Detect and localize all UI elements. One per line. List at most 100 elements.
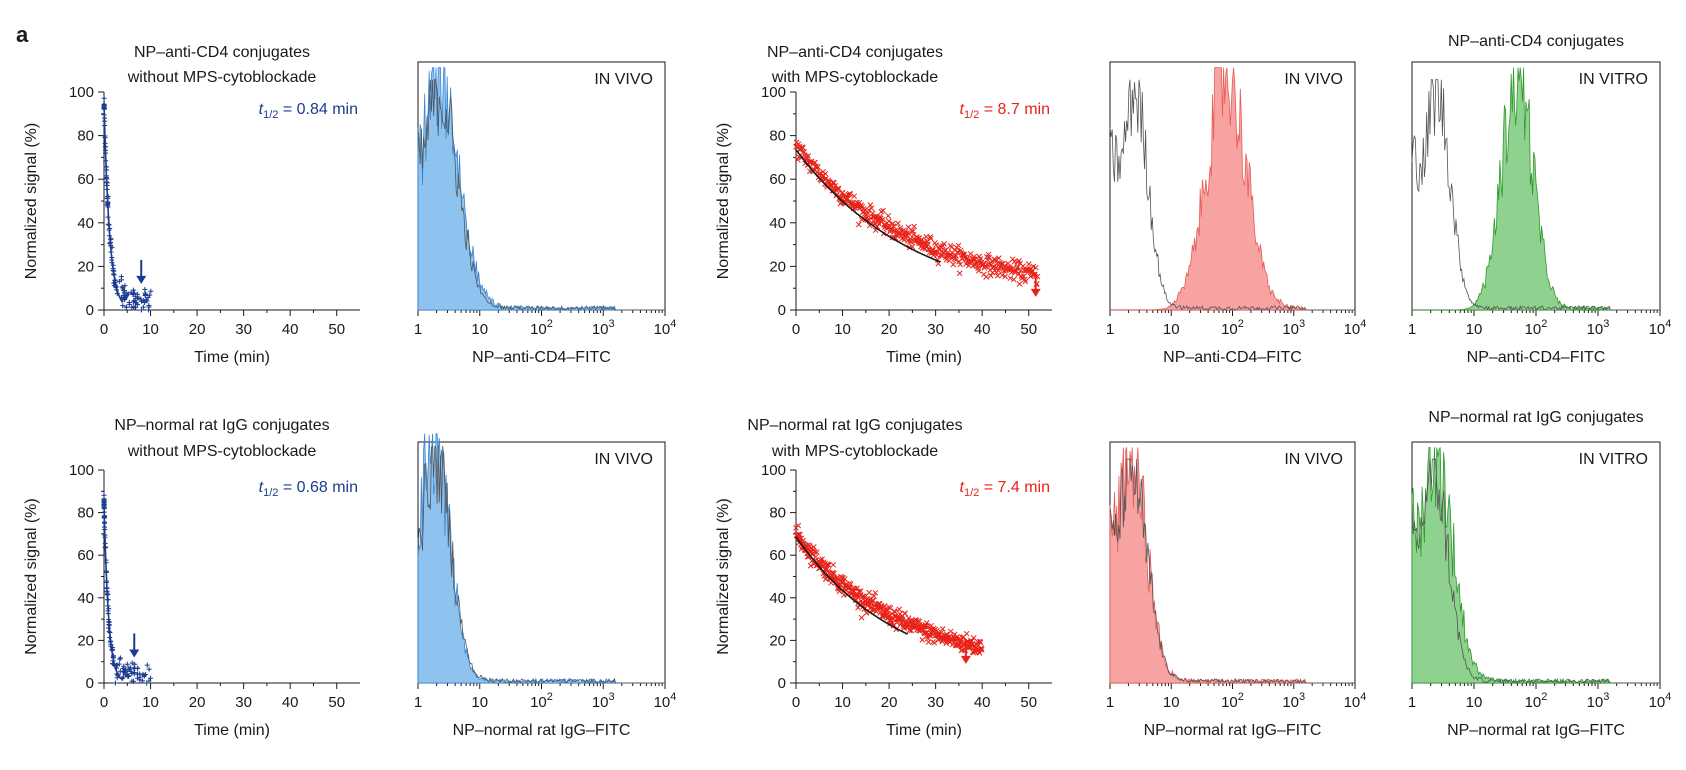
control-histogram — [1411, 458, 1660, 685]
x-tick-label: 104 — [1649, 318, 1672, 338]
data-point — [956, 270, 963, 277]
data-point — [953, 252, 960, 259]
control-histogram — [417, 445, 665, 684]
chart-r2c4: IN VIVO 1 10 102 103 104 NP–normal rat IgG–FIT… — [1106, 441, 1367, 739]
chart-r1c3: NP–anti-CD4 conjugates with MPS-cytoblock… — [715, 44, 1052, 366]
data-point — [986, 254, 992, 261]
data-point — [118, 274, 124, 280]
data-point — [806, 553, 812, 560]
x-tick-label: 104 — [1344, 691, 1367, 711]
x-tick-label: 50 — [1020, 321, 1037, 338]
data-point — [888, 226, 895, 233]
y-tick-label: 100 — [69, 462, 94, 479]
x-axis-label: NP–normal rat IgG–FITC — [1144, 722, 1322, 739]
y-tick-label: 60 — [769, 171, 786, 188]
data-point — [117, 668, 123, 674]
data-point — [855, 604, 861, 611]
y-tick-label: 80 — [77, 505, 94, 522]
half-life-annotation: t1/2 = 0.84 min — [259, 101, 358, 121]
data-point — [1002, 273, 1009, 280]
sample-histogram — [1411, 447, 1660, 685]
condition-label: IN VITRO — [1579, 71, 1648, 88]
chart-title: with MPS-cytoblockade — [771, 443, 938, 460]
data-points — [101, 95, 154, 313]
y-tick-label: 20 — [769, 632, 786, 649]
data-point — [977, 255, 984, 262]
x-tick-label: 30 — [927, 321, 944, 338]
chart-title: NP–normal rat IgG conjugates — [1428, 409, 1643, 426]
data-point — [119, 284, 125, 290]
data-point — [134, 291, 140, 297]
data-point — [1009, 256, 1016, 263]
y-tick-label: 20 — [77, 258, 94, 275]
x-axis-label: NP–normal rat IgG–FITC — [453, 722, 631, 739]
data-point — [813, 163, 820, 170]
data-point — [148, 288, 154, 294]
x-tick-label: 40 — [974, 321, 991, 338]
data-point — [987, 272, 994, 279]
x-tick-label: 0 — [792, 321, 800, 338]
y-axis-label: Normalized signal (%) — [23, 123, 40, 280]
x-tick-label: 20 — [189, 321, 206, 338]
data-point — [939, 626, 946, 632]
condition-label: IN VIVO — [1284, 71, 1343, 88]
data-point — [138, 307, 144, 313]
y-tick-label: 0 — [778, 302, 786, 319]
data-point — [895, 220, 901, 227]
data-point — [902, 229, 909, 235]
x-tick-label: 50 — [328, 321, 345, 338]
x-tick-label: 104 — [1344, 318, 1367, 338]
data-point — [831, 179, 837, 186]
x-axis-label: NP–anti-CD4–FITC — [1163, 349, 1302, 366]
x-tick-label: 1 — [1408, 694, 1416, 711]
x-tick-label: 103 — [592, 318, 615, 338]
x-tick-label: 20 — [881, 321, 898, 338]
condition-label: IN VIVO — [1284, 451, 1343, 468]
y-tick-label: 40 — [77, 590, 94, 607]
data-point — [121, 663, 127, 669]
data-point — [805, 153, 811, 159]
x-tick-label: 10 — [834, 321, 851, 338]
x-axis-label: NP–anti-CD4–FITC — [472, 349, 611, 366]
data-point — [822, 170, 829, 177]
x-tick-label: 102 — [530, 318, 553, 338]
data-point — [884, 607, 891, 614]
data-point — [977, 646, 984, 653]
data-point — [101, 492, 107, 498]
data-point — [841, 576, 848, 582]
y-tick-label: 20 — [769, 258, 786, 275]
data-point — [941, 240, 947, 247]
data-point — [868, 604, 875, 611]
data-point — [146, 666, 152, 672]
data-point — [129, 678, 135, 684]
y-tick-label: 80 — [769, 505, 786, 522]
data-point — [975, 267, 982, 274]
x-tick-label: 40 — [974, 694, 991, 711]
data-point — [137, 674, 143, 680]
plots: NP–anti-CD4 conjugates without MPS-cytobl… — [23, 33, 1671, 739]
data-point — [856, 199, 863, 206]
data-point — [925, 639, 932, 646]
data-point — [878, 208, 885, 215]
data-point — [816, 170, 823, 176]
chart-title: NP–normal rat IgG conjugates — [114, 417, 329, 434]
x-tick-label: 102 — [1525, 691, 1548, 711]
data-point — [963, 630, 970, 637]
data-point — [925, 241, 931, 248]
data-point — [857, 588, 864, 594]
x-tick-label: 10 — [834, 694, 851, 711]
chart-title: NP–anti-CD4 conjugates — [134, 44, 310, 61]
chart-r2c2: IN VIVO 1 10 102 103 104 NP–normal rat IgG–FIT… — [414, 433, 676, 739]
data-point — [957, 261, 964, 268]
data-point — [123, 304, 129, 310]
x-tick-label: 30 — [927, 694, 944, 711]
condition-label: IN VIVO — [594, 451, 653, 468]
condition-label: IN VIVO — [594, 71, 653, 88]
x-tick-label: 0 — [792, 694, 800, 711]
data-point — [144, 680, 150, 686]
x-tick-label: 103 — [1282, 318, 1305, 338]
control-histogram — [1109, 79, 1355, 312]
chart-r1c2: IN VIVO 1 10 102 103 104 NP–anti-CD4–FITC — [414, 61, 676, 366]
data-point — [811, 549, 818, 555]
data-point — [999, 272, 1006, 279]
